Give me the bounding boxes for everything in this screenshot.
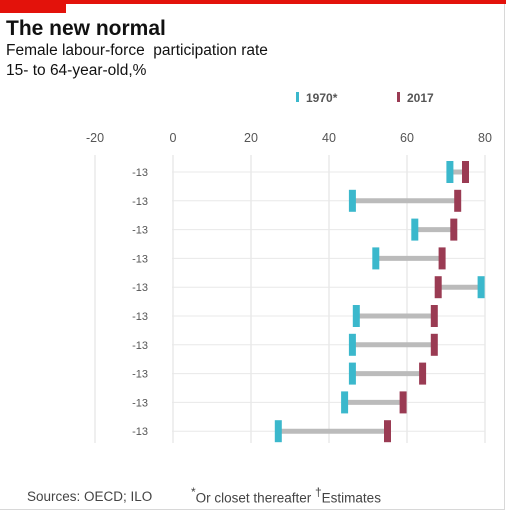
marker-1970-6 [348,333,356,356]
category-label-4: -13 [132,282,148,294]
source-note: Sources: OECD; ILO [27,489,153,504]
category-label-1: -13 [132,196,148,208]
marker-1970-0 [446,161,454,183]
x-tick-4: 60 [400,131,414,145]
footnote-text: Or closet thereafter [195,490,315,506]
dagger-marker: † [314,485,322,499]
x-tick-5: 80 [478,131,492,145]
marker-2017-2 [450,218,458,241]
marker-2017-5 [430,305,438,327]
marker-1970-3 [372,247,380,270]
x-tick-2: 20 [244,131,258,145]
marker-2017-1 [454,189,462,212]
category-label-8: -13 [132,397,148,409]
marker-2017-8 [399,391,407,414]
data-marks [274,161,485,443]
category-label-9: -13 [132,426,148,438]
chart-subtitle: Female labour-force participation rate 1… [6,41,268,81]
brand-rule [0,0,506,4]
subtitle-line-1: Female labour-force participation rate [6,42,268,59]
subtitle-line-2: 15- to 64-year-old,% [6,62,147,79]
marker-1970-7 [348,362,356,385]
category-label-7: -13 [132,369,148,381]
marker-1970-9 [274,420,282,443]
marker-1970-4 [477,276,485,299]
brand-tab [0,0,66,13]
marker-2017-6 [430,333,438,356]
chart-title: The new normal [6,17,166,40]
y-category-labels: -13 -13 -13 -13 -13 -13 -13 -13 -13 -13 [132,167,148,438]
legend-label-0: 1970* [306,91,338,105]
legend: 1970* 2017 [296,91,434,105]
marker-1970-2 [411,218,419,241]
x-tick-0: -20 [86,131,104,145]
category-label-6: -13 [132,340,148,352]
footnotes: *Or closet thereafter †Estimates [191,485,381,506]
x-tick-1: 0 [170,131,177,145]
x-tick-labels: -20 0 20 40 60 80 [86,131,492,145]
legend-swatch-0 [296,92,299,102]
category-label-3: -13 [132,253,148,265]
marker-2017-4 [434,276,442,299]
marker-2017-9 [384,420,391,443]
marker-2017-7 [419,362,427,385]
marker-1970-1 [348,189,356,212]
category-label-5: -13 [132,311,148,323]
estimates-text: Estimates [321,490,381,506]
category-label-2: -13 [132,225,148,237]
marker-2017-3 [438,247,446,270]
legend-label-1: 2017 [407,91,434,105]
gridlines [94,155,486,443]
x-tick-3: 40 [322,131,336,145]
marker-1970-5 [352,305,360,327]
marker-2017-0 [462,161,469,183]
marker-1970-8 [341,391,349,414]
category-label-0: -13 [132,167,148,179]
asterisk-marker: * [191,485,196,499]
legend-swatch-1 [397,92,400,102]
